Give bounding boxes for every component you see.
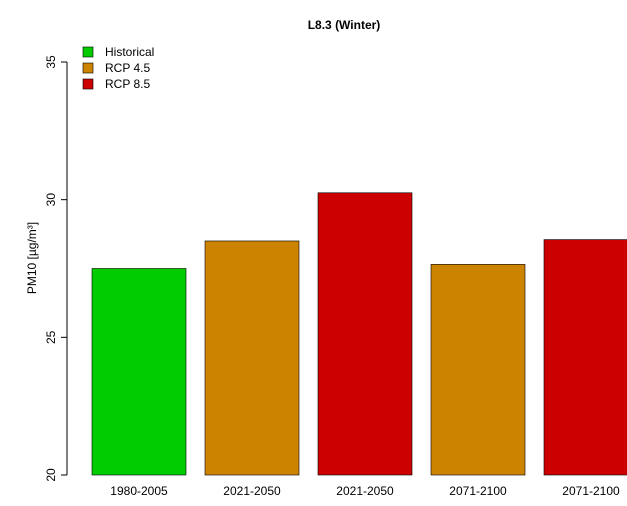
legend-label: RCP 4.5 xyxy=(105,61,150,75)
y-axis: 20 25 30 35 xyxy=(44,55,68,482)
x-tick-label: 2021-2050 xyxy=(223,484,281,498)
legend-label: Historical xyxy=(105,45,154,59)
bar xyxy=(91,268,187,476)
legend-label: RCP 8.5 xyxy=(105,77,150,91)
x-tick-label: 2071-2100 xyxy=(449,484,507,498)
bar xyxy=(204,240,300,476)
bar xyxy=(430,264,526,476)
legend-swatch xyxy=(82,78,94,90)
legend-swatch xyxy=(82,46,94,58)
bar xyxy=(317,192,413,476)
legend-swatch xyxy=(82,62,94,74)
x-tick-label: 1980-2005 xyxy=(110,484,168,498)
bars xyxy=(91,192,627,476)
x-tick-labels: 1980-2005 2021-2050 2021-2050 2071-2100 2071… xyxy=(110,484,620,498)
x-tick-label: 2021-2050 xyxy=(336,484,394,498)
y-tick-label: 30 xyxy=(44,193,58,207)
x-tick-label: 2071-2100 xyxy=(562,484,620,498)
chart-title: L8.3 (Winter) xyxy=(308,18,381,32)
y-axis-label: PM10 [µg/m³] xyxy=(25,222,39,294)
bar xyxy=(543,239,627,476)
y-tick-label: 35 xyxy=(44,55,58,69)
y-tick-label: 20 xyxy=(44,468,58,482)
legend: Historical RCP 4.5 RCP 8.5 xyxy=(82,45,154,91)
y-tick-label: 25 xyxy=(44,330,58,344)
